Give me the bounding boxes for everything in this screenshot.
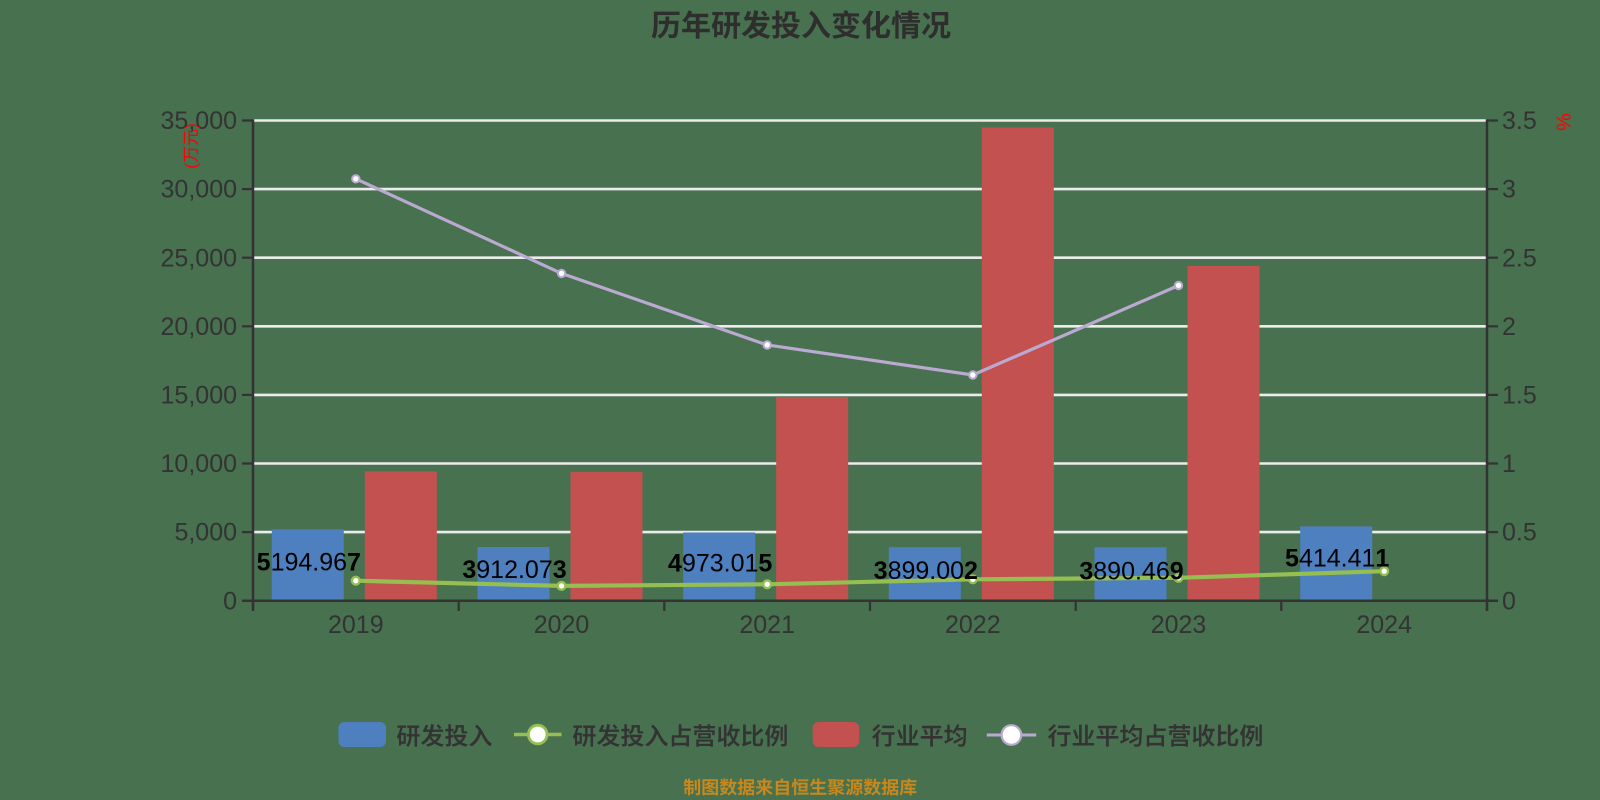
svg-text:30,000: 30,000	[161, 176, 237, 204]
svg-text:2019: 2019	[328, 611, 384, 639]
svg-text:3912.073: 3912.073	[462, 556, 566, 584]
svg-text:3899.002: 3899.002	[874, 557, 978, 585]
svg-text:0.5: 0.5	[1502, 519, 1537, 547]
svg-text:1.5: 1.5	[1502, 382, 1537, 410]
svg-text:0: 0	[223, 587, 237, 615]
svg-text:2024: 2024	[1356, 611, 1412, 639]
svg-text:(: (	[182, 163, 201, 169]
svg-text:2.5: 2.5	[1502, 244, 1537, 272]
svg-text:2022: 2022	[945, 611, 1001, 639]
svg-text:25,000: 25,000	[161, 244, 237, 272]
svg-text:3.5: 3.5	[1502, 107, 1537, 135]
svg-text:5414.411: 5414.411	[1285, 545, 1389, 573]
svg-text:3: 3	[1502, 176, 1516, 204]
svg-text:20,000: 20,000	[161, 313, 237, 341]
svg-text:3890.469: 3890.469	[1079, 558, 1183, 586]
svg-text:35,000: 35,000	[161, 107, 237, 135]
svg-text:0: 0	[1502, 587, 1516, 615]
svg-text:2020: 2020	[534, 611, 590, 639]
svg-text:5194.967: 5194.967	[257, 549, 361, 577]
svg-text:5,000: 5,000	[174, 519, 237, 547]
svg-text:1: 1	[1502, 450, 1516, 478]
svg-text:2021: 2021	[739, 611, 795, 639]
svg-text:%: %	[1552, 113, 1574, 131]
svg-text:2023: 2023	[1151, 611, 1207, 639]
svg-text:): )	[182, 123, 201, 129]
svg-text:4973.015: 4973.015	[668, 549, 772, 577]
svg-text:15,000: 15,000	[161, 382, 237, 410]
svg-text:10,000: 10,000	[161, 450, 237, 478]
svg-text:2: 2	[1502, 313, 1516, 341]
